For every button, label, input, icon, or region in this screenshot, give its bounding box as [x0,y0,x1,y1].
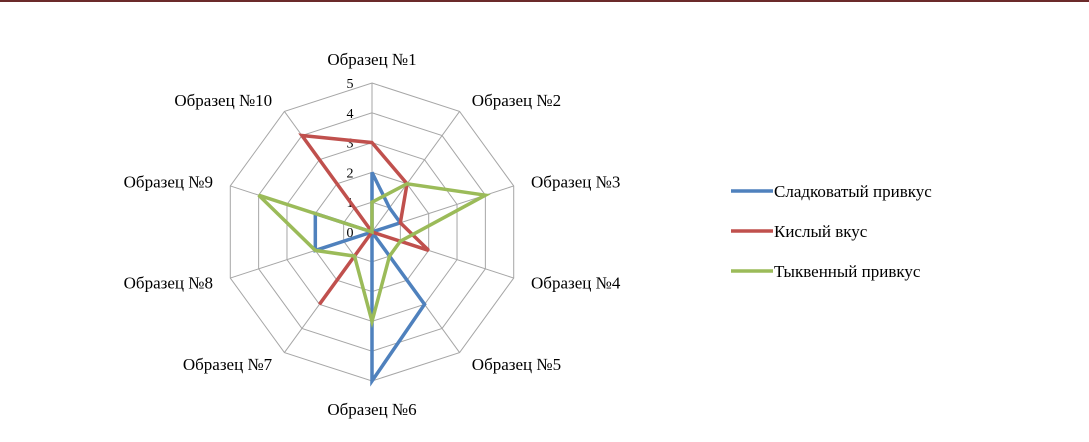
category-label: Образец №4 [531,273,621,292]
grid-spoke [371,111,460,233]
category-label: Образец №5 [472,355,561,374]
category-label: Образец №3 [531,173,620,192]
category-label: Образец №8 [124,273,213,292]
legend-label: Сладковатый привкус [774,182,932,201]
tick-label: 0 [347,226,354,241]
top-border [0,0,1089,2]
legend-label: Кислый вкус [774,222,868,241]
tick-label: 4 [347,107,354,122]
category-label: Образец №1 [327,50,416,69]
series-line [313,171,427,387]
category-label: Образец №2 [472,91,561,110]
legend-label: Тыквенный привкус [774,262,921,281]
category-label: Образец №6 [327,400,416,419]
tick-label: 5 [347,77,354,92]
tick-label: 2 [347,166,354,181]
tick-label: 3 [347,137,354,152]
category-label: Образец №7 [183,355,273,374]
category-label: Образец №10 [174,91,272,110]
category-label: Образец №9 [124,173,213,192]
